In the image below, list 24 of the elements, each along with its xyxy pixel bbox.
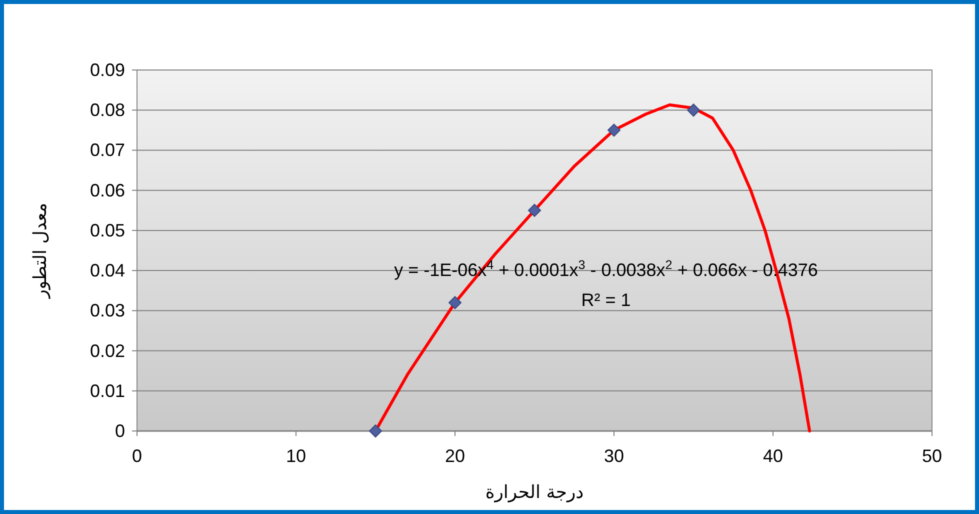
y-tick-label: 0.02 [90,340,125,361]
x-axis-title: درجة الحرارة [485,482,584,503]
y-tick-label: 0.01 [90,380,125,401]
x-tick-label: 30 [604,446,624,466]
point [528,204,541,217]
y-tick-label: 0 [114,421,125,441]
y-tick-label: 0.04 [90,260,125,281]
y-tick-label: 0.05 [90,220,125,240]
point [687,104,700,117]
y-tick-label: 0.08 [90,100,125,120]
x-tick-label: 50 [922,446,942,466]
y-tick-label: 0.03 [90,300,125,321]
y-tick-label: 0.09 [90,60,125,80]
x-tick-label: 20 [444,446,466,466]
y-tick-label: 0.06 [90,180,125,200]
y-tick-label: 0.07 [90,140,125,160]
y-axis-title: معدل التطور [30,202,51,300]
x-tick-label: 0 [132,446,142,466]
point [448,296,462,310]
x-tick-label: 10 [286,446,306,466]
x-tick-label: 40 [762,446,784,466]
annotation: R² = 1 [581,290,631,310]
point [608,124,620,137]
point [369,424,382,438]
